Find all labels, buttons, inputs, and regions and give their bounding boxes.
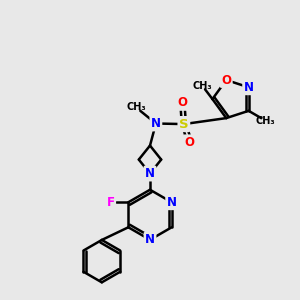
Text: O: O [221,74,231,86]
Text: CH₃: CH₃ [192,81,212,91]
Text: N: N [167,196,177,209]
Text: O: O [177,96,188,110]
Text: CH₃: CH₃ [255,116,274,126]
Text: N: N [145,233,155,246]
Text: O: O [185,136,195,149]
Text: F: F [107,196,115,209]
Text: CH₃: CH₃ [127,102,147,112]
Text: N: N [244,81,254,94]
Text: N: N [145,167,155,180]
Text: S: S [179,118,189,130]
Text: N: N [151,117,161,130]
